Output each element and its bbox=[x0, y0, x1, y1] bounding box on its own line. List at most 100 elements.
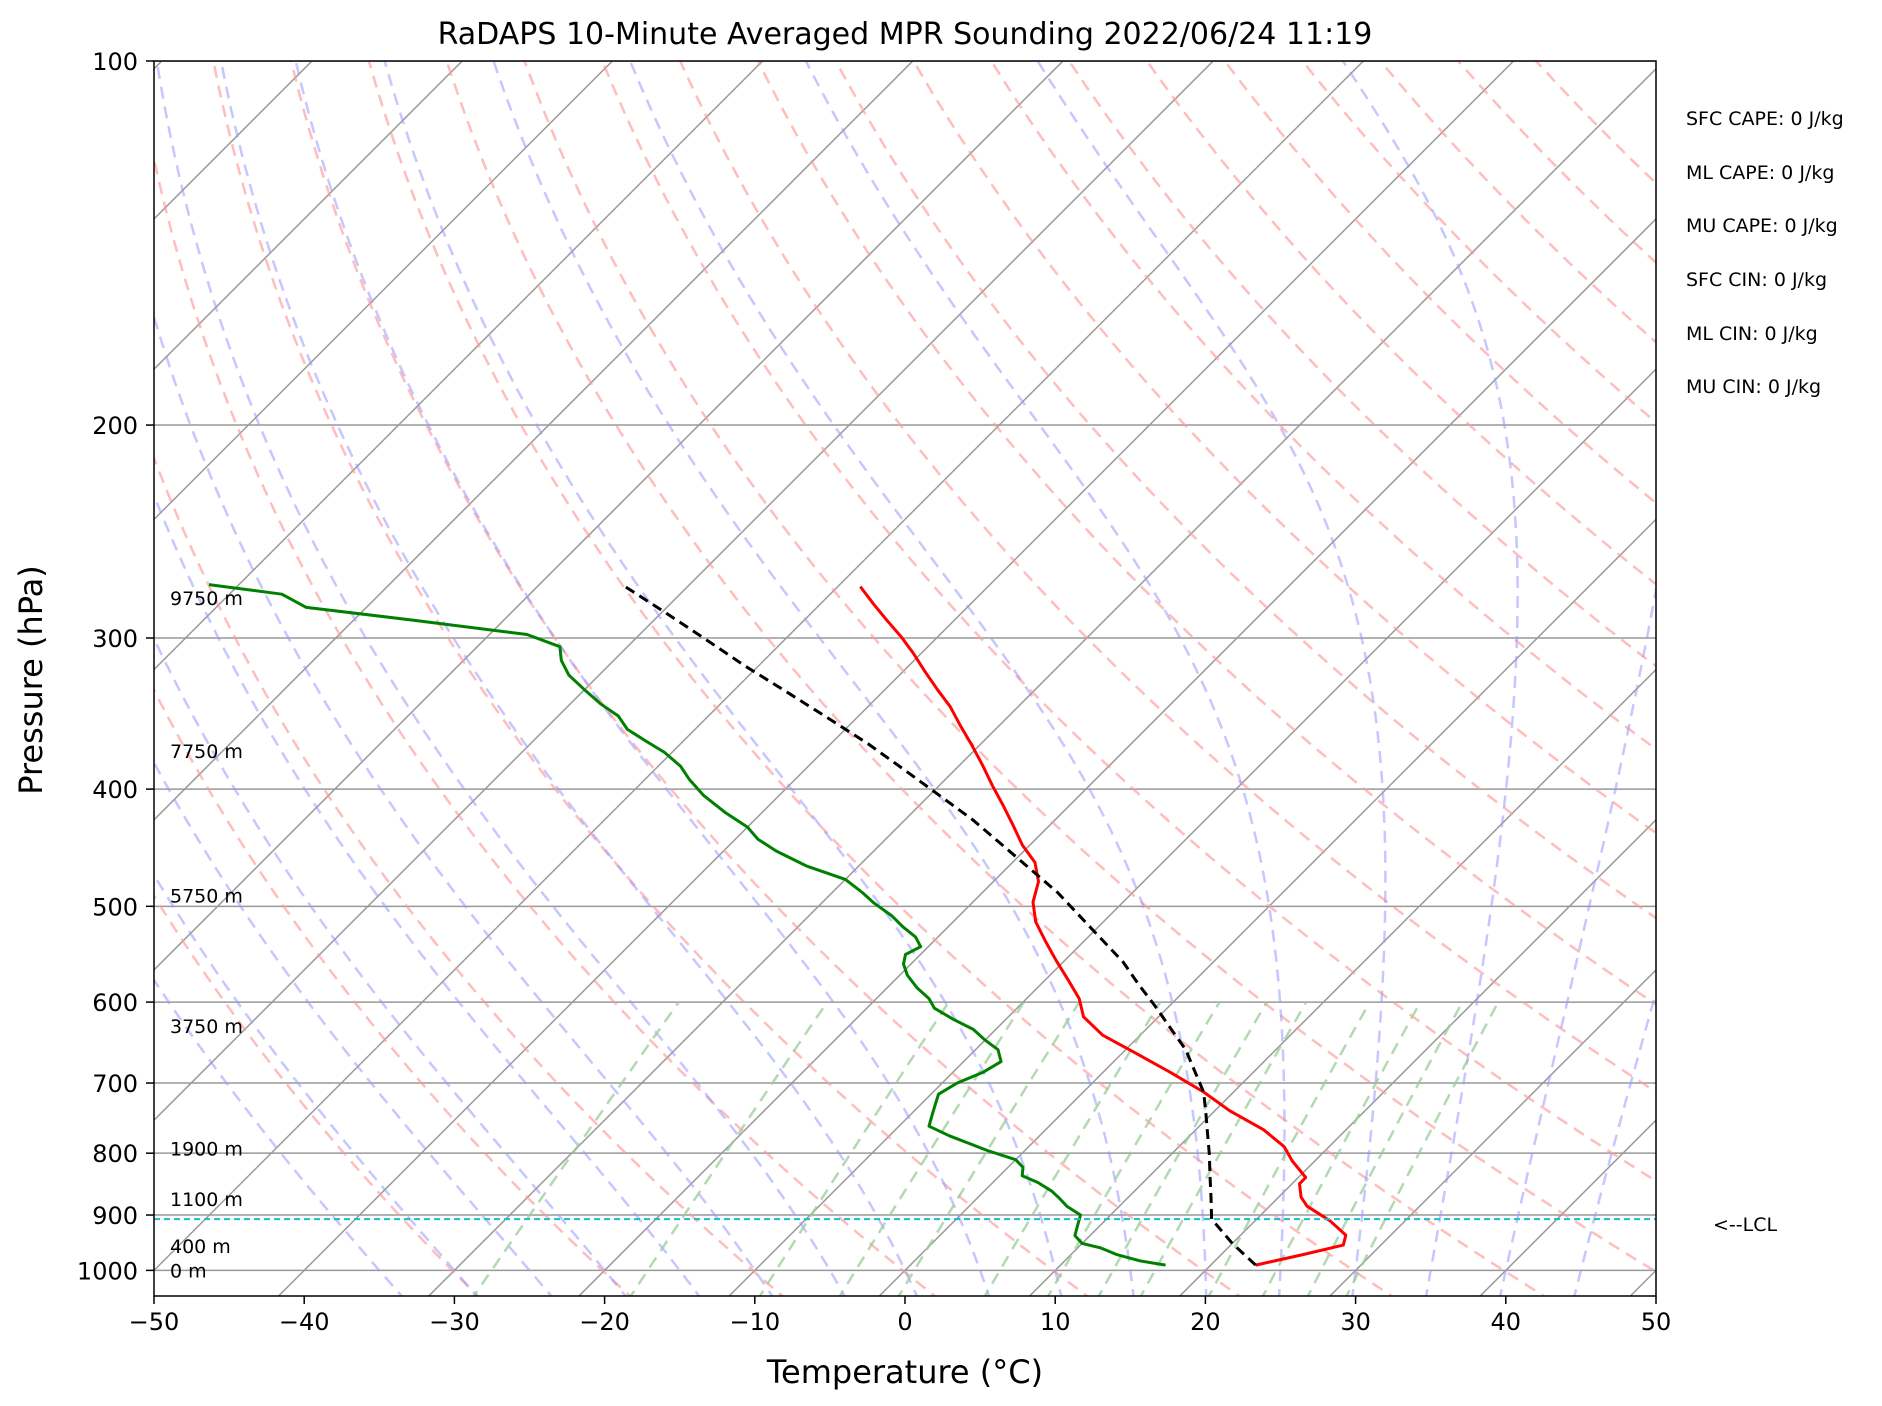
mixing-ratio-line bbox=[472, 1001, 680, 1296]
isotherm-line bbox=[154, 61, 464, 371]
mixing-ratio-line bbox=[1097, 1001, 1268, 1296]
sfc-cape-text: SFC CAPE: 0 J/kg bbox=[1686, 108, 1844, 130]
mixing-ratio-line bbox=[758, 1001, 950, 1296]
x-tick-label: 40 bbox=[1491, 1308, 1522, 1336]
moist-adiabat-line bbox=[383, 61, 1063, 1296]
moist-adiabat-line bbox=[154, 635, 628, 1296]
x-tick-label: 20 bbox=[1190, 1308, 1221, 1336]
isotherm-line bbox=[1028, 668, 1656, 1296]
sfc-cin-text: SFC CIN: 0 J/kg bbox=[1686, 269, 1828, 291]
dry-adiabat-line bbox=[523, 61, 1656, 1274]
y-tick-label: 300 bbox=[92, 625, 138, 653]
x-tick-label: 50 bbox=[1641, 1308, 1672, 1336]
dry-adiabat-line bbox=[1067, 61, 1656, 668]
y-tick-label: 900 bbox=[92, 1202, 138, 1230]
dry-adiabat-line bbox=[154, 687, 632, 1296]
dry-adiabat-line bbox=[912, 61, 1656, 835]
moist-adiabat-line bbox=[1498, 582, 1656, 1296]
isotherm-line bbox=[277, 61, 1515, 1296]
mu-cin-text: MU CIN: 0 J/kg bbox=[1686, 376, 1822, 398]
moist-adiabat-line bbox=[628, 61, 1208, 1296]
height-label: 7750 m bbox=[170, 741, 243, 763]
y-axis-label: Pressure (hPa) bbox=[12, 565, 50, 795]
moist-adiabat-line bbox=[1573, 987, 1656, 1296]
moist-adiabat-line bbox=[1341, 61, 1519, 1296]
dry-adiabat-line bbox=[212, 61, 1090, 1296]
moist-adiabat-line bbox=[154, 312, 774, 1296]
x-tick-label: 0 bbox=[897, 1308, 912, 1336]
isotherm-line bbox=[154, 61, 1365, 1272]
moist-adiabat-line bbox=[154, 872, 479, 1296]
isotherm-line bbox=[154, 61, 764, 671]
x-tick-label: −40 bbox=[279, 1308, 330, 1336]
moist-adiabat-line bbox=[219, 61, 919, 1296]
isotherm-line bbox=[878, 518, 1656, 1296]
x-tick-label: −20 bbox=[579, 1308, 630, 1336]
isotherm-line bbox=[1328, 968, 1656, 1296]
dry-adiabat-line bbox=[756, 61, 1656, 1006]
moist-adiabat-line bbox=[154, 977, 404, 1296]
mixing-ratio-line bbox=[1139, 1001, 1308, 1296]
dry-adiabat-line bbox=[289, 61, 1242, 1296]
dry-adiabat-line bbox=[154, 454, 785, 1296]
y-tick-label: 1000 bbox=[77, 1257, 138, 1285]
temperature-profile-line bbox=[859, 585, 1348, 1267]
isotherm-line bbox=[577, 217, 1656, 1296]
mu-cape-text: MU CAPE: 0 J/kg bbox=[1686, 215, 1838, 237]
y-tick-label: 500 bbox=[92, 893, 138, 921]
mixing-ratio-line bbox=[897, 1001, 1081, 1296]
y-tick-label: 600 bbox=[92, 989, 138, 1017]
dry-adiabat-line bbox=[1145, 61, 1656, 586]
dry-adiabat-line bbox=[367, 61, 1394, 1296]
y-tick-label: 700 bbox=[92, 1070, 138, 1098]
mixing-ratio-line bbox=[1261, 1001, 1422, 1296]
dry-adiabat-line bbox=[154, 153, 937, 1296]
isotherm-line bbox=[154, 61, 614, 521]
height-label: 0 m bbox=[170, 1260, 207, 1282]
height-label: 1100 m bbox=[170, 1189, 243, 1211]
lcl-label: <--LCL bbox=[1713, 1214, 1777, 1236]
mixing-ratio-line bbox=[983, 1001, 1162, 1296]
x-axis-label: Temperature (°C) bbox=[766, 1353, 1043, 1391]
dry-adiabat-line bbox=[445, 61, 1547, 1296]
dewpoint-profile-line bbox=[208, 583, 1166, 1267]
moist-adiabat-line bbox=[154, 491, 701, 1296]
y-tick-label: 200 bbox=[92, 412, 138, 440]
dry-adiabat-line bbox=[678, 61, 1656, 1094]
y-tick-label: 800 bbox=[92, 1140, 138, 1168]
isotherm-line bbox=[1178, 818, 1656, 1296]
ml-cape-text: ML CAPE: 0 J/kg bbox=[1686, 162, 1835, 184]
chart-title: RaDAPS 10-Minute Averaged MPR Sounding 2… bbox=[438, 17, 1373, 52]
height-label: 3750 m bbox=[170, 1016, 243, 1038]
moist-adiabat-line bbox=[492, 61, 1135, 1296]
mixing-ratio-line bbox=[629, 1001, 829, 1296]
dry-adiabat-line bbox=[154, 893, 480, 1296]
mixing-ratio-line bbox=[1046, 1001, 1221, 1296]
moist-adiabat-line bbox=[155, 61, 847, 1296]
y-tick-label: 400 bbox=[92, 776, 138, 804]
moist-adiabat-line bbox=[1036, 61, 1387, 1296]
height-label: 5750 m bbox=[170, 886, 243, 908]
y-tick-label: 100 bbox=[92, 48, 138, 76]
ml-cin-text: ML CIN: 0 J/kg bbox=[1686, 323, 1818, 345]
dry-adiabat-line bbox=[600, 61, 1656, 1183]
height-label: 9750 m bbox=[170, 588, 243, 610]
x-tick-label: 10 bbox=[1040, 1308, 1071, 1336]
x-tick-label: −10 bbox=[729, 1308, 780, 1336]
moist-adiabat-line bbox=[294, 61, 991, 1296]
parcel-profile-line bbox=[621, 583, 1257, 1267]
x-tick-label: −30 bbox=[429, 1308, 480, 1336]
x-tick-label: −50 bbox=[129, 1308, 180, 1336]
height-label: 400 m bbox=[170, 1236, 231, 1258]
x-tick-label: 30 bbox=[1340, 1308, 1371, 1336]
isotherm-line bbox=[154, 61, 1065, 972]
mixing-ratio-line bbox=[838, 1001, 1025, 1296]
moist-adiabat-line bbox=[804, 61, 1286, 1296]
mixing-ratio-line bbox=[1207, 1001, 1371, 1296]
dry-adiabat-line bbox=[989, 61, 1656, 751]
isotherm-line bbox=[154, 61, 1215, 1122]
isotherm-line bbox=[427, 67, 1656, 1296]
height-label: 1900 m bbox=[170, 1139, 243, 1161]
mixing-ratio-line bbox=[1345, 1001, 1500, 1296]
mixing-ratio-line bbox=[1306, 1001, 1464, 1296]
